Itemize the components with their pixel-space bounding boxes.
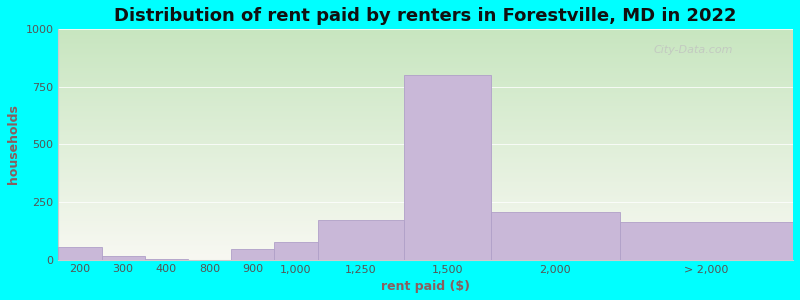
- Bar: [145, 259, 188, 260]
- Bar: [490, 212, 620, 260]
- Bar: [620, 222, 793, 260]
- Title: Distribution of rent paid by renters in Forestville, MD in 2022: Distribution of rent paid by renters in …: [114, 7, 737, 25]
- Bar: [102, 256, 145, 260]
- Bar: [274, 242, 318, 260]
- Bar: [318, 220, 404, 260]
- Bar: [58, 247, 102, 260]
- Y-axis label: households: households: [7, 104, 20, 184]
- Text: City-Data.com: City-Data.com: [654, 45, 733, 56]
- Bar: [404, 75, 490, 260]
- Bar: [231, 249, 274, 260]
- X-axis label: rent paid ($): rent paid ($): [382, 280, 470, 293]
